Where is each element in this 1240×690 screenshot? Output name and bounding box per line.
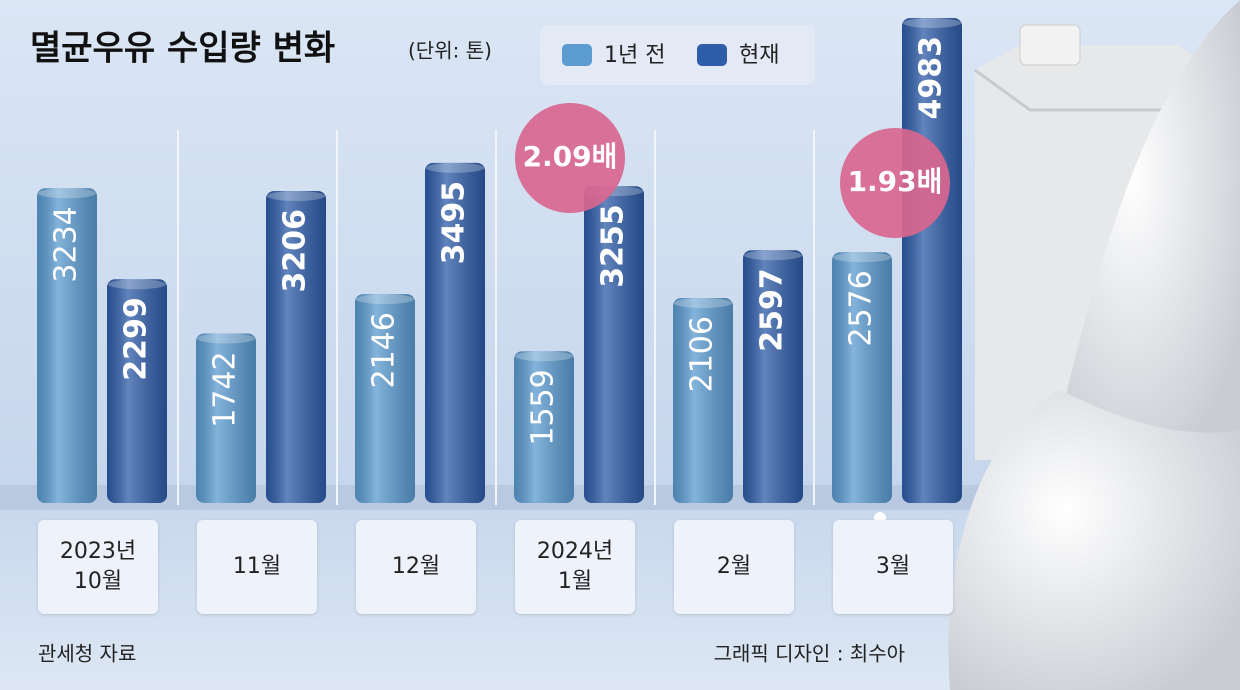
legend-swatch [562,44,592,66]
value-label: 3206 [278,209,313,292]
bar-cap [267,190,325,201]
source: 관세청 자료 [38,642,136,666]
annotation: 2.09배 [523,140,618,173]
bar-cap [515,351,573,362]
value-label: 2299 [119,297,154,381]
annotation-badge [840,128,950,238]
carton-cap [1019,24,1081,66]
bar-cap [744,250,802,261]
value-label: 2106 [685,316,720,392]
bar-cap [197,333,255,344]
bar-shine [832,252,892,503]
annotation-badge [515,103,625,213]
credit: 그래픽 디자인 : 최수아 [714,642,905,666]
x-tick-label: 2024년 1월 [515,520,635,614]
x-tick-label: 12월 [356,520,476,614]
bar-shine [584,186,644,503]
bar-shine [743,250,803,503]
bar-shine [266,190,326,504]
bar-shine [107,279,167,503]
x-tick-label: 11월 [197,520,317,614]
value-label: 2576 [844,270,879,346]
dividers [177,130,815,505]
value-label: 3234 [49,206,84,282]
bar-shine [425,162,485,503]
bar-shine [196,333,256,503]
bar-cap [426,162,484,173]
x-tick-label: 2월 [674,520,794,614]
bar-cap [903,18,961,28]
bar-shine [355,294,415,503]
bar-cap [108,279,166,290]
bar-cap [833,252,891,263]
annotation: 1.93배 [848,165,943,198]
bar-cap [38,188,96,199]
x-tick-label: 3월 [833,520,953,614]
x-tick-label: 2023년 10월 [38,520,158,614]
value-label: 3495 [437,181,472,265]
value-label: 2146 [367,312,402,388]
bar-shine [514,351,574,503]
bar-shine [673,298,733,503]
value-label: 1559 [526,369,561,445]
legend-box [540,25,815,85]
milk-pour [1060,0,1240,440]
milk-splash [948,390,1240,690]
value-label: 3255 [596,204,631,288]
chart-title: 멸균우유 수입량 변화 [30,29,335,69]
bar-cap [356,294,414,305]
value-label: 4983 [914,36,949,120]
unit-label: (단위: 톤) [408,39,492,63]
bar-cap [674,298,732,309]
value-label: 2597 [755,268,790,352]
legend-swatch [697,44,727,66]
legend-label: 1년 전 [604,43,665,68]
legend-label: 현재 [739,43,779,68]
bar-shine [37,188,97,503]
value-label: 1742 [208,351,243,427]
